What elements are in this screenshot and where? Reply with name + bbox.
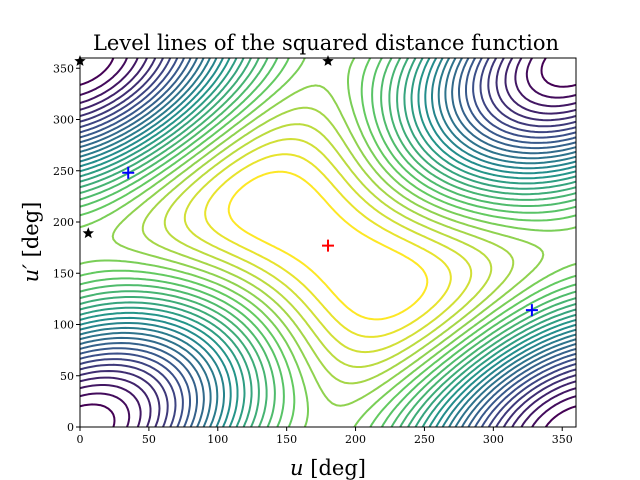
critical-point-markers	[74, 55, 538, 317]
min-marker	[122, 166, 135, 179]
contour-level	[80, 58, 576, 427]
x-axis-ticks: 0 50 100 150 200 250 300 350	[77, 427, 573, 446]
x-axis-label: u [deg]	[290, 456, 366, 480]
contour-level	[80, 58, 576, 427]
x-tick-label: 300	[483, 433, 504, 446]
y-tick-label: 250	[53, 165, 74, 178]
contour-lines	[80, 58, 576, 427]
contour-level	[163, 123, 493, 368]
contour-level	[80, 58, 576, 427]
y-tick-label: 100	[53, 319, 74, 332]
contour-level	[80, 58, 576, 427]
contour-level	[183, 138, 473, 354]
y-tick-label: 200	[53, 216, 74, 229]
x-tick-label: 0	[77, 433, 84, 446]
contour-level	[80, 58, 576, 427]
y-tick-label: 50	[60, 370, 74, 383]
contour-level	[80, 58, 576, 427]
contour-level	[80, 58, 576, 427]
contour-level	[80, 58, 576, 427]
y-axis-ticks: 0 50 100 150 200 250 300 350	[53, 62, 80, 434]
max-marker	[322, 239, 334, 252]
contour-level	[80, 58, 576, 427]
contour-level	[80, 58, 576, 427]
contour-level	[80, 58, 576, 427]
saddle-marker	[82, 227, 94, 239]
contour-level	[80, 58, 576, 427]
contour-level	[227, 170, 429, 321]
y-tick-label: 300	[53, 114, 74, 127]
contour-level	[80, 58, 576, 427]
y-tick-label: 0	[67, 421, 74, 434]
plot-frame	[79, 57, 577, 428]
contour-level	[111, 84, 545, 407]
x-tick-label: 100	[207, 433, 228, 446]
min-marker	[525, 304, 538, 317]
y-tick-label: 150	[53, 267, 74, 280]
contour-level	[80, 58, 576, 427]
contour-level	[80, 58, 576, 427]
x-tick-label: 250	[414, 433, 435, 446]
contour-level	[80, 58, 576, 427]
contour-level	[204, 153, 452, 338]
contour-level	[80, 58, 576, 427]
contour-level	[80, 58, 576, 427]
x-tick-label: 150	[276, 433, 297, 446]
x-tick-label: 50	[142, 433, 156, 446]
contour-level	[141, 106, 515, 385]
y-tick-label: 350	[53, 62, 74, 75]
contour-level	[80, 58, 576, 427]
contour-level	[80, 58, 576, 427]
x-tick-label: 200	[345, 433, 366, 446]
chart-title: Level lines of the squared distance func…	[93, 31, 559, 55]
y-axis-label: u′ [deg]	[19, 202, 43, 283]
saddle-marker	[322, 55, 334, 66]
contour-level	[80, 58, 576, 427]
x-tick-label: 350	[552, 433, 573, 446]
